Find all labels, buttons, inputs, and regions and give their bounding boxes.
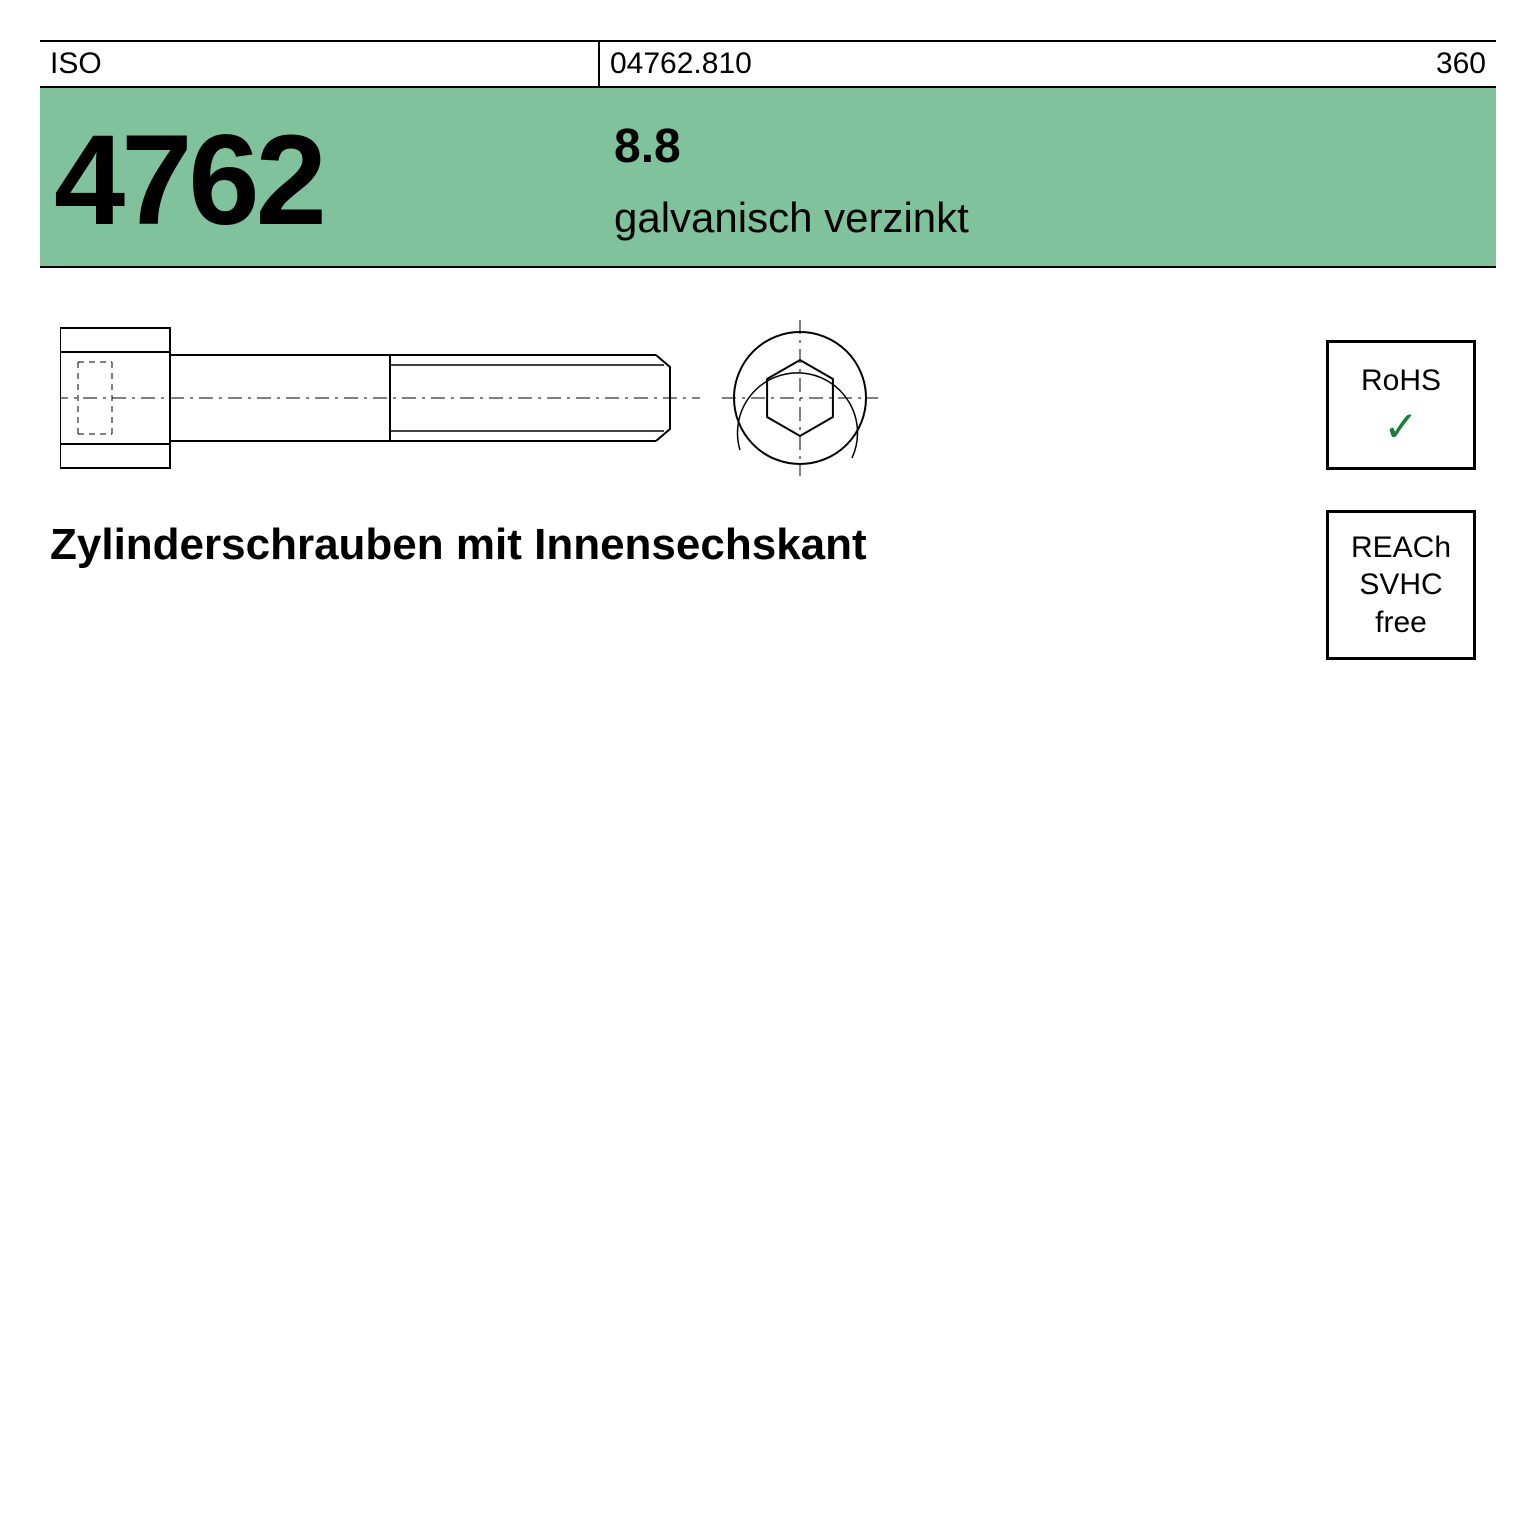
reach-line1: REACh: [1351, 529, 1451, 567]
topbar-mid: 04762.810: [600, 42, 1376, 86]
check-icon: ✓: [1383, 406, 1418, 448]
finish-text: galvanisch verzinkt: [614, 197, 1482, 239]
product-description: Zylinderschrauben mit Innensechskant: [50, 520, 867, 570]
topbar-right: 360: [1376, 42, 1496, 86]
reach-badge: REACh SVHC free: [1326, 510, 1476, 660]
spec-topbar: ISO 04762.810 360: [40, 40, 1496, 88]
reach-line3: free: [1375, 604, 1427, 642]
spec-greenbar: 4762 8.8 galvanisch verzinkt: [40, 88, 1496, 268]
rohs-label: RoHS: [1361, 362, 1441, 400]
rohs-badge: RoHS ✓: [1326, 340, 1476, 470]
strength-grade: 8.8: [614, 123, 1482, 171]
topbar-left: ISO: [40, 42, 600, 86]
drawing-row: [40, 268, 1496, 628]
standard-number: 4762: [54, 117, 323, 245]
reach-line2: SVHC: [1359, 566, 1442, 604]
technical-drawing: [60, 308, 920, 488]
